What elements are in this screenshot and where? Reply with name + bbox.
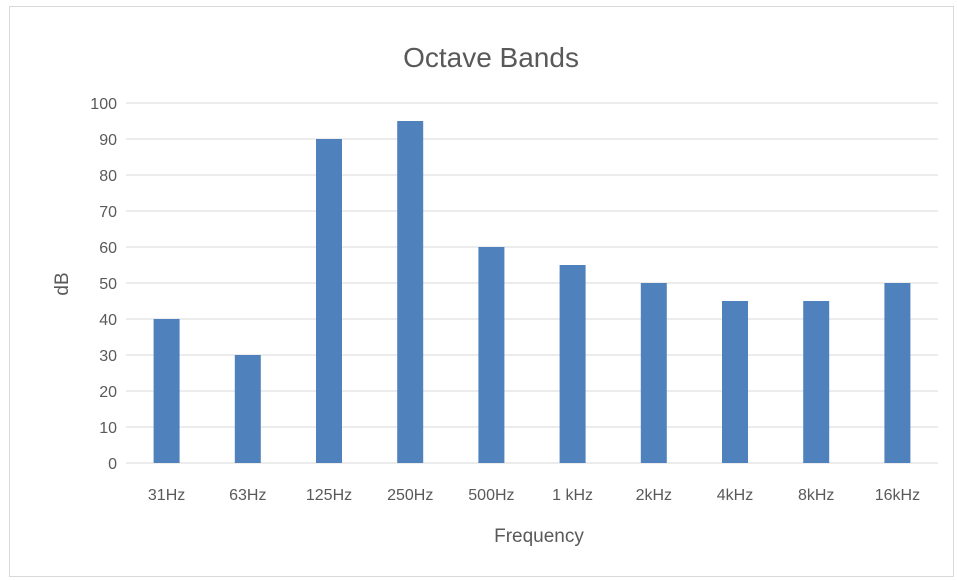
bar-1khz: [560, 265, 586, 463]
chart-title: Octave Bands: [403, 42, 579, 73]
y-tick-label: 90: [99, 132, 117, 149]
y-tick-label: 70: [99, 204, 117, 221]
y-tick-label: 60: [99, 240, 117, 257]
bar-31hz: [154, 319, 180, 463]
bar-16khz: [884, 283, 910, 463]
y-tick-label: 80: [99, 168, 117, 185]
y-axis-title: dB: [52, 272, 73, 295]
x-tick-label: 250Hz: [387, 487, 433, 504]
y-tick-label: 40: [99, 312, 117, 329]
y-tick-label: 50: [99, 276, 117, 293]
x-tick-label: 125Hz: [306, 487, 352, 504]
bar-500hz: [478, 247, 504, 463]
x-tick-label: 8kHz: [798, 487, 834, 504]
x-tick-label: 63Hz: [229, 487, 266, 504]
y-tick-label: 100: [90, 96, 117, 113]
y-tick-label: 30: [99, 348, 117, 365]
y-tick-label: 20: [99, 384, 117, 401]
x-tick-label: 31Hz: [148, 487, 185, 504]
x-tick-label: 500Hz: [468, 487, 514, 504]
bar-125hz: [316, 139, 342, 463]
x-tick-label: 16kHz: [875, 487, 920, 504]
x-axis-title: Frequency: [494, 526, 584, 547]
x-tick-label: 1 kHz: [552, 487, 593, 504]
bar-250hz: [397, 121, 423, 463]
x-tick-label: 2kHz: [636, 487, 672, 504]
y-tick-label: 10: [99, 420, 117, 437]
x-axis-ticks: 31Hz 63Hz 125Hz 250Hz 500Hz 1 kHz 2kHz 4kHz 8kHz…: [148, 487, 920, 504]
bar-8khz: [803, 301, 829, 463]
y-tick-label: 0: [108, 456, 117, 473]
bars: [154, 121, 911, 463]
bar-63hz: [235, 355, 261, 463]
y-axis-ticks: 0 10 20 30 40 50 60 70 80 90 100: [90, 96, 117, 473]
bar-4khz: [722, 301, 748, 463]
bar-2khz: [641, 283, 667, 463]
x-tick-label: 4kHz: [717, 487, 753, 504]
